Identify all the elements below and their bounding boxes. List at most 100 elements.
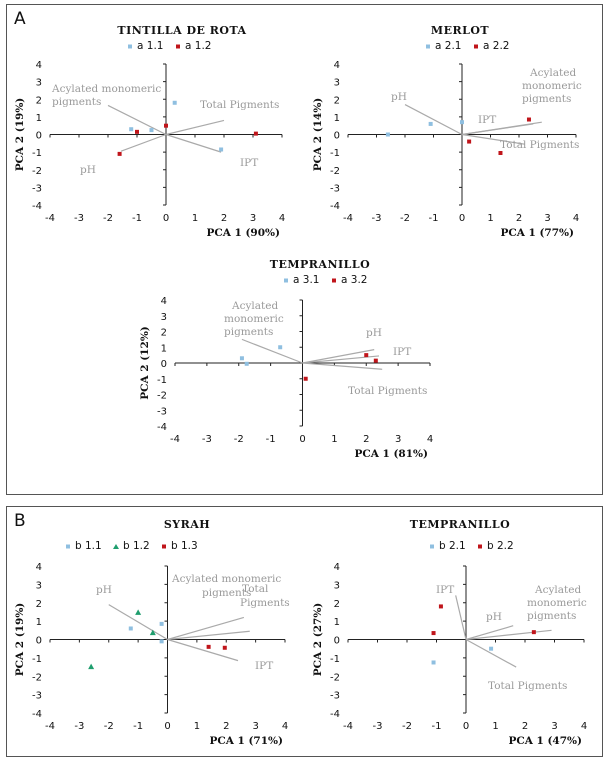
data-point xyxy=(129,127,134,132)
data-point xyxy=(278,345,283,350)
legend-label: b 1.2 xyxy=(123,540,150,552)
y-tick-label: -2 xyxy=(330,166,340,177)
vector-label: Acylated monomeric xyxy=(171,573,281,585)
loading-vector xyxy=(302,349,375,364)
legend-marker xyxy=(332,278,336,283)
x-tick-label: 1 xyxy=(194,721,200,732)
chart-2: -4 -3 -2 -1 0 1 2 3 4 4 3 2 1 0 -1 -2 -3 -4 MERLOT PCA 1 (7… xyxy=(312,24,582,239)
y-tick-label: 1 xyxy=(334,617,340,628)
chart-4: -4 -3 -2 -1 0 1 2 3 4 4 3 2 1 0 -1 -2 -3 -4 SYRAH PCA 1 (71… xyxy=(14,518,290,747)
y-tick-label: 3 xyxy=(161,312,167,323)
x-tick-label: -1 xyxy=(133,721,143,732)
loading-vector xyxy=(165,119,225,136)
x-tick-label: -2 xyxy=(103,213,113,224)
x-tick-label: -3 xyxy=(202,434,212,445)
vector-label: Total Pigments xyxy=(488,680,567,692)
y-axis-label: PCA 2 (14%) xyxy=(312,98,324,172)
data-point xyxy=(88,663,95,670)
legend-label: a 2.1 xyxy=(435,40,461,52)
legend-marker xyxy=(426,44,430,49)
y-axis-label: PCA 2 (12%) xyxy=(139,326,151,400)
data-point xyxy=(498,151,503,156)
y-tick-label: 2 xyxy=(334,599,340,610)
vector-label: Total Pigments xyxy=(200,99,279,111)
loading-vector xyxy=(107,104,167,136)
legend-label: a 3.1 xyxy=(293,274,319,286)
x-tick-label: -3 xyxy=(373,721,383,732)
x-tick-label: 2 xyxy=(223,721,229,732)
loading-vector xyxy=(302,362,383,370)
loading-vector xyxy=(465,625,514,641)
x-tick-label: 2 xyxy=(522,721,528,732)
y-tick-label: -2 xyxy=(157,391,167,402)
x-tick-label: -4 xyxy=(45,721,55,732)
y-tick-label: 4 xyxy=(36,562,42,573)
loading-vector xyxy=(455,595,467,640)
data-point xyxy=(117,151,122,156)
x-tick-label: 0 xyxy=(164,721,170,732)
data-point xyxy=(159,639,164,644)
x-tick-label: -1 xyxy=(132,213,142,224)
loading-vector xyxy=(120,133,167,152)
y-tick-label: 1 xyxy=(334,113,340,124)
chart-1: -4 -3 -2 -1 0 1 2 3 4 4 3 2 1 0 -1 -2 -3 -4 TINTILLA DE RO… xyxy=(14,24,285,239)
data-point xyxy=(467,139,472,144)
y-tick-label: 4 xyxy=(161,296,167,307)
y-tick-label: 3 xyxy=(36,78,42,89)
data-point xyxy=(428,121,433,126)
loading-vector xyxy=(461,121,542,136)
data-point xyxy=(135,609,142,615)
x-tick-label: -2 xyxy=(104,721,114,732)
x-axis-label: PCA 1 (81%) xyxy=(354,448,428,460)
data-point xyxy=(526,117,531,122)
data-point xyxy=(385,132,390,137)
vector-label: pigments xyxy=(527,610,576,622)
y-tick-label: 3 xyxy=(334,78,340,89)
x-tick-label: -2 xyxy=(400,213,410,224)
x-axis-label: PCA 1 (71%) xyxy=(209,735,283,747)
y-tick-label: 0 xyxy=(161,359,167,370)
data-point xyxy=(373,358,378,363)
x-tick-label: -4 xyxy=(45,213,55,224)
vector-label: pigments xyxy=(522,93,571,105)
data-point xyxy=(431,660,436,665)
vector-label: pigments xyxy=(224,326,273,338)
x-axis-label: PCA 1 (90%) xyxy=(206,227,280,239)
loading-vector xyxy=(167,616,245,641)
data-point xyxy=(219,147,224,152)
data-point xyxy=(438,604,443,609)
legend-label: b 1.3 xyxy=(171,540,198,552)
y-tick-label: 2 xyxy=(334,95,340,106)
vector-label: pH xyxy=(366,327,382,339)
x-tick-label: -3 xyxy=(74,213,84,224)
chart-title: TEMPRANILLO xyxy=(410,518,510,531)
loading-vector xyxy=(165,133,222,153)
legend-marker xyxy=(162,544,166,549)
x-tick-label: -2 xyxy=(402,721,412,732)
data-point xyxy=(149,128,154,133)
loading-vector xyxy=(108,604,168,641)
legend-label: a 3.2 xyxy=(341,274,367,286)
y-tick-label: 0 xyxy=(334,131,340,142)
chart-title: MERLOT xyxy=(431,24,490,37)
chart-3: -4 -3 -2 -1 0 1 2 3 4 4 3 2 1 0 -1 -2 -3 -4 TEMPRANILLO PCA… xyxy=(139,258,433,460)
y-tick-label: -3 xyxy=(157,406,167,417)
y-tick-label: 4 xyxy=(334,60,340,71)
vector-label: Total Pigments xyxy=(348,385,427,397)
legend-label: a 2.2 xyxy=(483,40,509,52)
data-point xyxy=(244,361,249,366)
vector-label: monomeric xyxy=(522,80,582,92)
legend-marker xyxy=(113,544,119,549)
loading-vector xyxy=(461,133,525,145)
data-point xyxy=(364,353,369,358)
x-tick-label: 3 xyxy=(551,721,557,732)
y-tick-label: -2 xyxy=(330,672,340,683)
data-point xyxy=(172,100,177,105)
loading-vector xyxy=(404,104,463,136)
y-axis-label: PCA 2 (19%) xyxy=(14,98,26,172)
x-axis-label: PCA 1 (47%) xyxy=(508,735,582,747)
x-tick-label: -1 xyxy=(266,434,276,445)
y-tick-label: -4 xyxy=(157,422,167,433)
x-tick-label: 3 xyxy=(252,721,258,732)
y-tick-label: -4 xyxy=(32,201,42,212)
